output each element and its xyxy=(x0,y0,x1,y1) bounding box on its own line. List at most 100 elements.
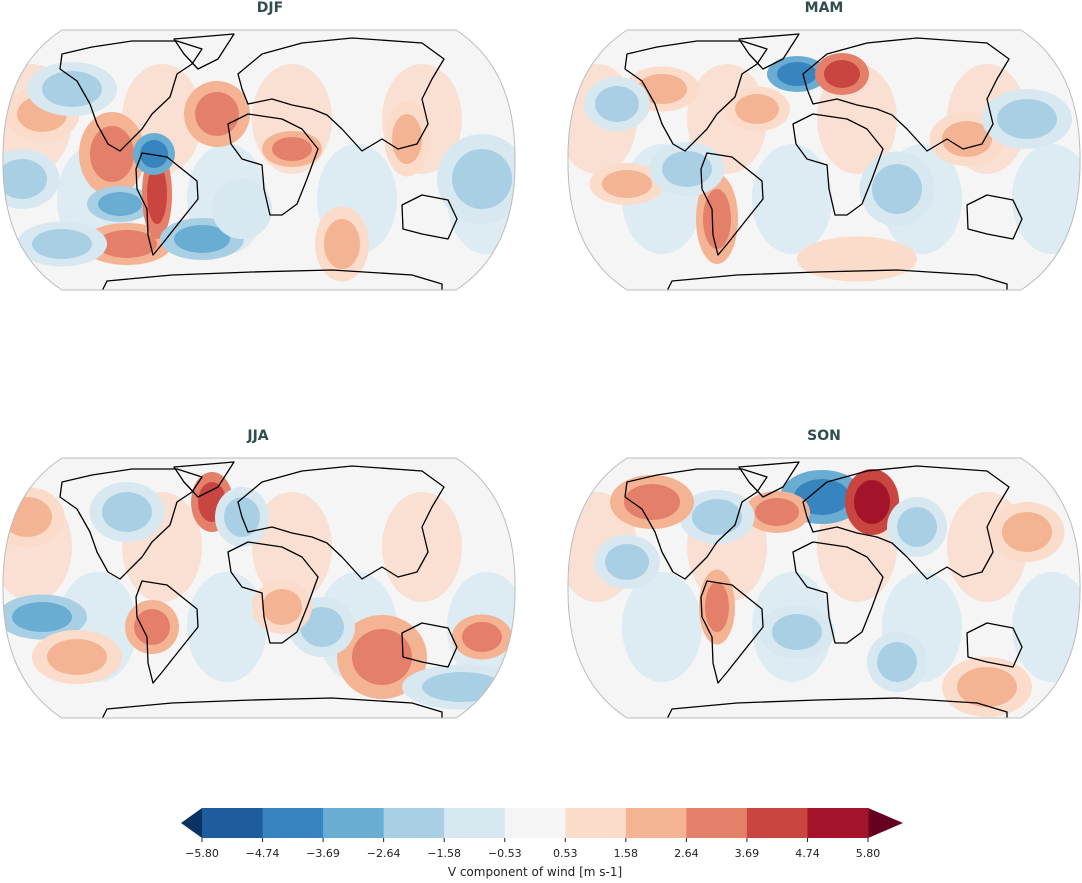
coastline xyxy=(59,40,203,152)
field-contour xyxy=(32,229,92,259)
map-boundary xyxy=(567,29,1081,291)
field-contour xyxy=(942,121,992,157)
field-contour xyxy=(12,602,72,632)
coastline xyxy=(700,580,764,684)
field-contour xyxy=(140,140,168,168)
coastline xyxy=(738,33,800,70)
panel-title-son: SON xyxy=(807,428,841,444)
colorbar-segment xyxy=(565,808,627,838)
field-contour xyxy=(692,499,742,535)
field-contour xyxy=(222,189,262,229)
coastline xyxy=(666,269,1008,290)
field-contour xyxy=(897,507,937,547)
field-contour xyxy=(262,589,302,625)
field-contour xyxy=(187,572,267,682)
field-contour xyxy=(2,159,47,199)
field-contour xyxy=(47,639,107,675)
field-contour xyxy=(392,114,422,164)
coastline xyxy=(802,465,1010,580)
colorbar-tick-label: −1.58 xyxy=(427,847,461,860)
coastline xyxy=(966,622,1023,668)
colorbar-segment xyxy=(625,808,687,838)
colorbar-segment xyxy=(686,808,748,838)
field-contour xyxy=(957,667,1017,707)
field-contour xyxy=(462,622,502,652)
field-contour xyxy=(174,225,230,253)
colorbar-label: V component of wind [m s-1] xyxy=(448,865,622,879)
coastline xyxy=(101,269,443,290)
colorbar-segment xyxy=(323,808,385,838)
colorbar-tick-label: −4.74 xyxy=(246,847,280,860)
field-contour xyxy=(705,582,729,632)
map-boundary xyxy=(2,457,516,719)
coastline xyxy=(738,461,800,498)
colorbar-tick-label: −3.69 xyxy=(306,847,340,860)
map-mam xyxy=(567,29,1081,291)
field-contour xyxy=(595,86,639,122)
field-contour xyxy=(422,672,502,702)
panel-title-mam: MAM xyxy=(804,0,844,16)
coastline xyxy=(227,541,319,644)
colorbar-tick-label: 4.74 xyxy=(795,847,820,860)
field-contour xyxy=(605,544,649,580)
field-contour xyxy=(300,607,344,647)
colorbar-tick-label: −2.64 xyxy=(367,847,401,860)
colorbar-tick-label: 5.80 xyxy=(856,847,881,860)
field-contour xyxy=(602,170,652,198)
map-son xyxy=(567,457,1081,719)
coastline xyxy=(700,152,764,256)
field-contour xyxy=(452,149,512,209)
field-contour xyxy=(997,99,1057,139)
map-boundary xyxy=(567,457,1081,719)
field-contour xyxy=(872,164,922,214)
coastline xyxy=(59,468,203,580)
coastline xyxy=(624,468,768,580)
coastline xyxy=(666,697,1008,718)
colorbar-segment xyxy=(383,808,445,838)
field-contour xyxy=(622,572,702,682)
field-contour xyxy=(97,230,157,258)
panel-title-djf: DJF xyxy=(256,0,284,16)
colorbar-segment xyxy=(746,808,808,838)
field-contour xyxy=(877,642,917,682)
coastline xyxy=(624,40,768,152)
colorbar-segment xyxy=(807,808,869,838)
field-contour xyxy=(102,492,152,532)
coastline xyxy=(237,465,445,580)
map-djf xyxy=(2,29,516,291)
field-contour xyxy=(98,192,142,216)
coastline xyxy=(792,113,884,216)
field-contour xyxy=(147,164,167,224)
field-contour xyxy=(382,492,462,602)
coastline xyxy=(173,33,235,70)
field-contour xyxy=(755,498,799,526)
field-contour xyxy=(134,609,170,645)
map-boundary xyxy=(2,29,516,291)
map-jja xyxy=(2,457,516,719)
field-contour xyxy=(854,480,890,524)
coastline xyxy=(101,697,443,718)
coastline xyxy=(401,622,458,668)
colorbar-segment xyxy=(444,808,506,838)
field-contour xyxy=(352,629,412,685)
field-contour xyxy=(324,219,360,269)
field-contour xyxy=(90,126,134,182)
colorbar-segment xyxy=(504,808,566,838)
coastline xyxy=(401,194,458,240)
coastline xyxy=(135,152,199,256)
colorbar-segment xyxy=(202,808,264,838)
field-contour xyxy=(777,62,817,86)
field-contour xyxy=(817,244,897,274)
colorbar-extend-low xyxy=(181,808,202,838)
panel-title-jja: JJA xyxy=(247,428,269,444)
coastline xyxy=(966,194,1023,240)
coastline xyxy=(802,37,1010,152)
colorbar-tick-label: −5.80 xyxy=(185,847,219,860)
field-contour xyxy=(735,94,779,124)
colorbar-tick-label: 0.53 xyxy=(553,847,578,860)
colorbar-tick-label: 3.69 xyxy=(735,847,760,860)
field-contour xyxy=(624,484,680,520)
coastline xyxy=(173,461,235,498)
colorbar-segment xyxy=(262,808,324,838)
